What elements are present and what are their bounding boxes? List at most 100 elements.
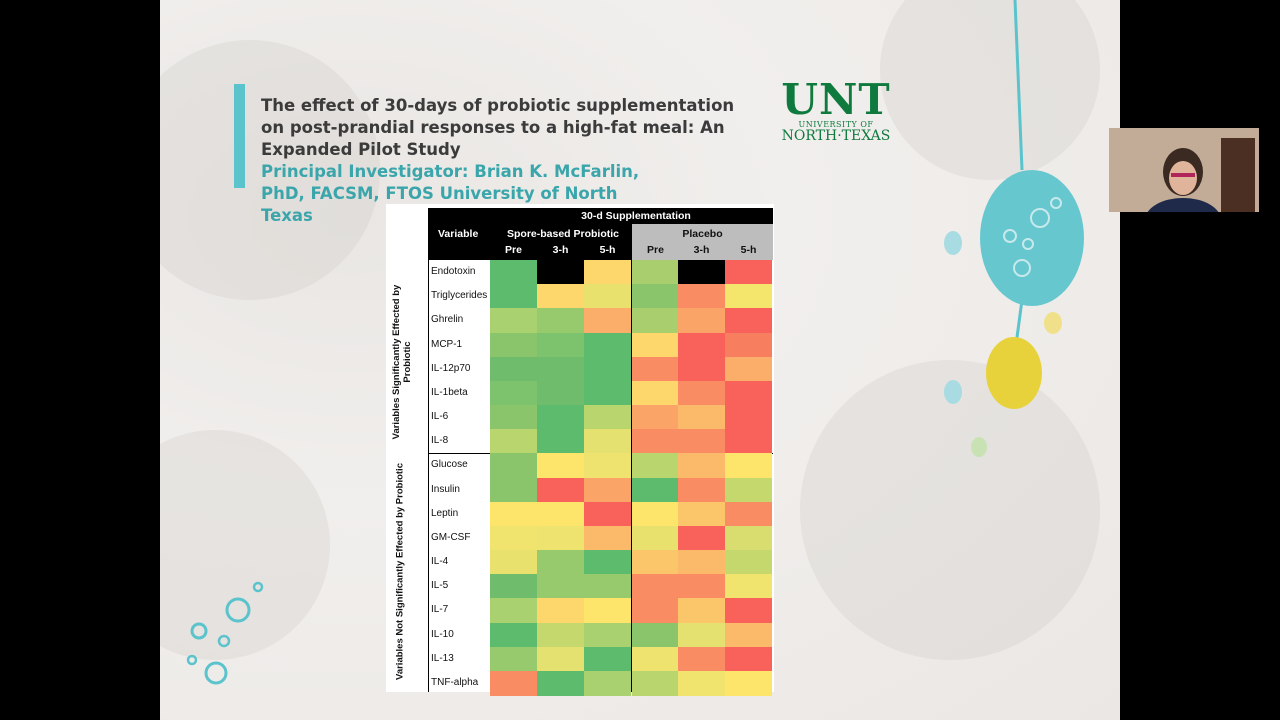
heatmap-cell [678,477,725,503]
heatmap-cell [537,380,584,406]
heatmap-cell [678,332,725,358]
heatmap-cell [632,308,679,333]
heatmap-cell [632,284,679,309]
decoration-graphic [944,0,1084,457]
heatmap-cell [725,453,772,479]
heatmap-cell [537,284,584,309]
table-left-border [428,260,429,692]
presenter-video-icon [1109,128,1259,212]
header-timepoint: Pre [647,244,664,256]
slide-title: The effect of 30-days of probiotic suppl… [261,96,735,159]
header-group-placebo: Placebo [682,228,723,240]
heatmap-cell [490,308,537,333]
title-accent-bar [234,84,245,188]
heatmap-cell [632,429,679,454]
heatmap-cell [632,501,679,527]
heatmap-cell [725,356,772,382]
heatmap-cell [725,380,772,406]
heatmap-cell [584,550,631,575]
row-label: IL-8 [431,435,449,447]
heatmap-cell [632,356,679,382]
heatmap-cell [490,260,537,285]
heatmap-cell [632,260,679,285]
heatmap-cell [537,670,584,696]
heatmap-cell [490,453,537,479]
logo-subtitle: UNIVERSITY OF [798,120,874,129]
row-label: IL-7 [431,604,449,616]
heatmap-cell [725,332,772,358]
heatmap-cell [632,574,679,599]
heatmap-cell [584,284,631,309]
heatmap-cell [678,308,725,333]
row-label: IL-13 [431,652,454,664]
bubbles-graphic [186,581,264,685]
heatmap-cell [725,670,772,696]
heatmap-cell [678,574,725,599]
heatmap-cell [490,525,537,551]
header-variable: Variable [438,228,479,240]
heatmap-cell [537,356,584,382]
heatmap-cell [725,525,772,551]
webcam-video [1109,128,1259,212]
heatmap-cell [678,525,725,551]
heatmap-cell [678,598,725,624]
heatmap-cell [584,646,631,672]
heatmap-cell [632,477,679,503]
heatmap-cell [584,405,631,430]
section-label-significant: Variables Significantly Effected by Prob… [391,284,413,440]
heatmap-cell [584,453,631,479]
heatmap-cell [725,477,772,503]
heatmap-cell [490,574,537,599]
heatmap-cell [632,453,679,479]
heatmap-cell [584,332,631,358]
heatmap-cell [678,429,725,454]
heatmap-cell [490,429,537,454]
logo-wordmark: UNT [781,75,891,124]
heatmap-cell [584,260,631,285]
heatmap-cell [584,574,631,599]
row-label: Triglycerides [431,290,488,302]
heatmap-cell [725,646,772,672]
heatmap-cell [537,646,584,672]
heatmap-cell [725,550,772,575]
heatmap-cell [537,308,584,333]
row-label: Insulin [431,483,460,495]
heatmap-cell [584,598,631,624]
heatmap-cell [632,405,679,430]
heatmap-table: 30-d Supplementation Variable Spore-based … [386,204,774,696]
principal-investigator: Principal Investigator: Brian K. McFarli… [261,162,640,225]
heatmap-cell [490,477,537,503]
row-label: Leptin [431,507,459,519]
heatmap-cell [490,550,537,575]
heatmap-cell [678,670,725,696]
heatmap-cell [584,525,631,551]
heatmap-cell [584,670,631,696]
heatmap-cell [537,525,584,551]
heatmap-cell [632,670,679,696]
heatmap-cell [537,332,584,358]
row-label: IL-6 [431,411,449,423]
heatmap-cell [632,332,679,358]
row-label: IL-12p70 [431,362,471,374]
heatmap-cell [678,646,725,672]
heatmap-cell [537,501,584,527]
heatmap-cell [537,260,584,285]
heatmap-cell [725,308,772,333]
header-timepoint: 3-h [552,244,569,256]
heatmap-cell [725,405,772,430]
header-timepoint: 3-h [693,244,710,256]
heatmap-cell [490,670,537,696]
heatmap-cell [490,501,537,527]
heatmap-cell [678,380,725,406]
row-label: TNF-alpha [431,676,479,688]
header-timepoint: Pre [505,244,522,256]
heatmap-cell [537,477,584,503]
header-group-probiotic: Spore-based Probiotic [506,228,620,240]
heatmap-cell [725,260,772,285]
heatmap-cell [584,308,631,333]
heatmap-cell [490,284,537,309]
header-group-placebo-bg [632,224,773,260]
heatmap-cell [678,453,725,479]
heatmap-cell [584,622,631,648]
heatmap-cell [725,574,772,599]
